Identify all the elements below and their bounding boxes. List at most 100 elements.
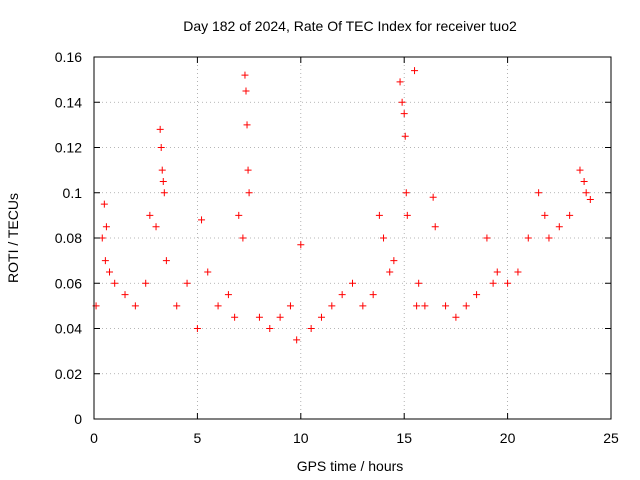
x-tick-label: 10 <box>293 430 309 446</box>
data-point <box>338 291 346 299</box>
x-tick-label: 0 <box>90 430 98 446</box>
data-point <box>101 257 109 265</box>
data-point <box>157 144 165 151</box>
data-point <box>442 302 450 310</box>
data-point <box>241 71 249 79</box>
data-point <box>401 132 409 140</box>
data-points <box>92 67 594 344</box>
data-point <box>159 177 167 185</box>
data-point <box>582 189 590 197</box>
data-point <box>158 166 166 174</box>
data-point <box>524 234 532 242</box>
data-point <box>276 313 284 321</box>
y-tick-labels: 0 0.02 0.04 0.06 0.08 0.1 0.12 0.14 0.16 <box>55 49 82 427</box>
data-point <box>146 211 154 219</box>
data-point <box>473 291 481 299</box>
y-tick-label: 0.14 <box>55 94 82 110</box>
data-point <box>242 87 250 95</box>
data-point <box>375 211 383 219</box>
x-tick-label: 15 <box>396 430 412 446</box>
data-point <box>100 200 108 208</box>
data-point <box>121 291 129 299</box>
y-tick-label: 0.16 <box>55 49 82 65</box>
data-point <box>566 211 574 219</box>
data-point <box>359 302 367 310</box>
data-point <box>586 196 594 204</box>
data-point <box>493 268 501 276</box>
data-point <box>266 325 274 332</box>
x-tick-labels: 0 5 10 15 20 25 <box>90 430 619 446</box>
y-tick-label: 0.12 <box>55 140 82 156</box>
data-point <box>396 78 404 86</box>
data-point <box>214 302 222 310</box>
data-point <box>541 211 549 219</box>
data-point <box>421 302 429 310</box>
data-point <box>297 241 305 249</box>
data-point <box>204 268 212 276</box>
data-point <box>452 313 460 321</box>
data-point <box>198 216 206 224</box>
data-point <box>286 302 294 310</box>
data-point <box>489 279 497 287</box>
data-point <box>349 279 356 287</box>
data-point <box>545 234 553 242</box>
data-point <box>431 223 439 231</box>
data-point <box>224 291 232 299</box>
data-point <box>398 98 406 106</box>
data-point <box>386 268 394 276</box>
data-point <box>555 223 563 231</box>
y-tick-label: 0.08 <box>55 230 82 246</box>
data-point <box>142 279 150 287</box>
x-axis-label: GPS time / hours <box>297 458 404 474</box>
data-point <box>429 193 437 201</box>
data-point <box>244 166 252 174</box>
data-point <box>504 279 512 287</box>
data-point <box>576 166 584 174</box>
x-tick-label: 25 <box>603 430 619 446</box>
data-point <box>102 223 110 231</box>
axis-ticks <box>93 56 612 420</box>
y-tick-label: 0 <box>74 411 82 427</box>
data-point <box>380 234 388 242</box>
y-tick-label: 0.06 <box>55 275 82 291</box>
plot-frame <box>93 56 612 420</box>
data-point <box>183 279 191 287</box>
data-point <box>400 110 408 118</box>
data-point <box>411 67 419 75</box>
data-point <box>535 189 543 197</box>
data-point <box>483 234 491 242</box>
data-point <box>328 302 336 310</box>
data-point <box>162 257 170 265</box>
data-point <box>160 189 168 197</box>
y-tick-label: 0.02 <box>55 366 82 382</box>
x-tick-label: 20 <box>500 430 516 446</box>
data-point <box>106 268 114 276</box>
data-point <box>514 268 522 276</box>
data-point <box>580 177 588 185</box>
data-point <box>131 302 139 310</box>
data-point <box>415 279 423 287</box>
y-tick-label: 0.1 <box>63 185 83 201</box>
data-point <box>462 302 470 310</box>
data-point <box>317 313 325 321</box>
y-tick-label: 0.04 <box>55 321 82 337</box>
data-point <box>156 125 164 133</box>
data-point <box>173 302 181 310</box>
data-point <box>307 325 315 332</box>
data-point <box>413 302 421 310</box>
y-axis-label: ROTI / TECUs <box>5 193 21 283</box>
data-point <box>245 189 253 197</box>
data-point <box>152 223 160 231</box>
data-point <box>193 325 201 332</box>
chart-title: Day 182 of 2024, Rate Of TEC Index for r… <box>183 18 517 34</box>
data-point <box>235 211 243 219</box>
data-point <box>390 257 398 265</box>
data-point <box>369 291 377 299</box>
grid-lines <box>94 57 611 419</box>
data-point <box>111 279 119 287</box>
x-tick-label: 5 <box>194 430 202 446</box>
data-point <box>239 234 247 242</box>
data-point <box>255 313 263 321</box>
data-point <box>243 121 251 129</box>
